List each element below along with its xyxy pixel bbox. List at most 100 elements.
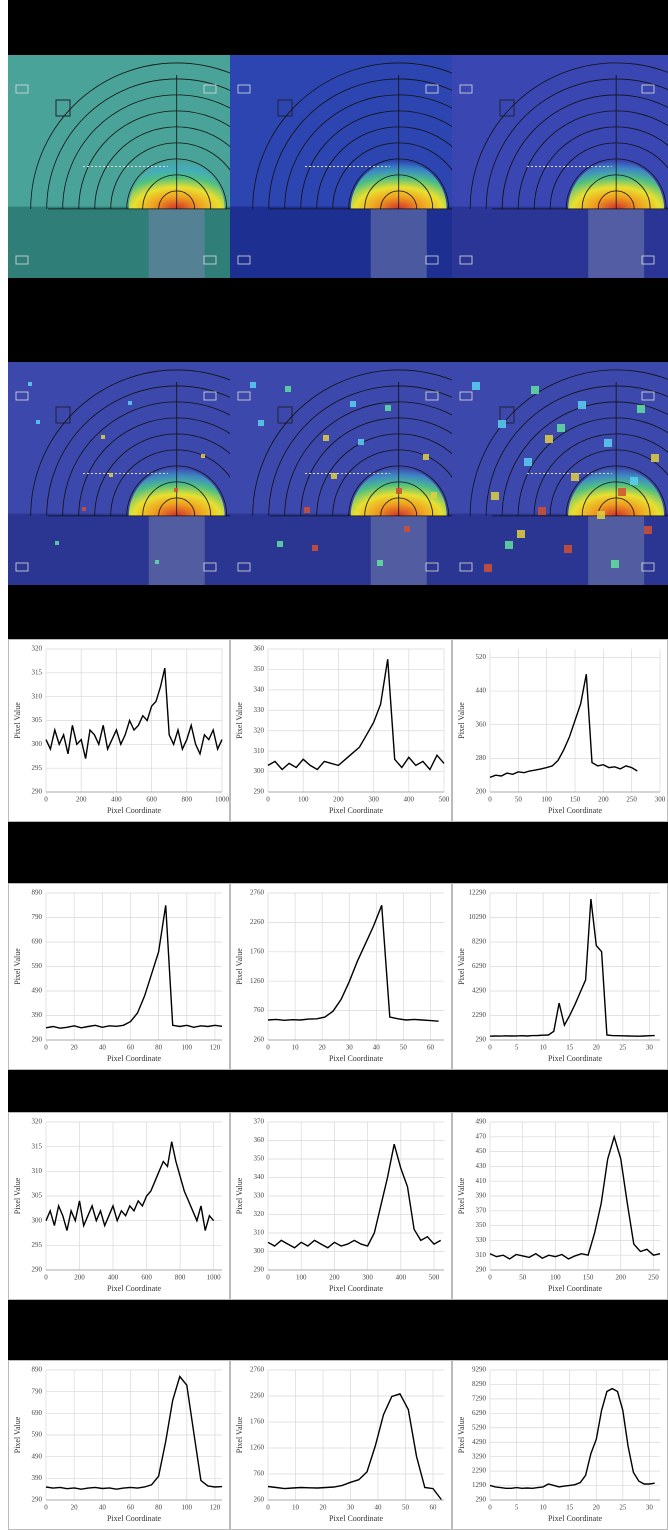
noise-pixel: [637, 405, 645, 413]
y-tick-label: 320: [32, 645, 43, 653]
pillar: [370, 208, 427, 278]
y-tick-label: 2290: [472, 1011, 487, 1019]
y-axis-label: Pixel Value: [457, 1416, 466, 1453]
x-tick-label: 20: [71, 1504, 79, 1512]
pillar: [370, 515, 427, 585]
x-axis-label: Pixel Coordinate: [107, 1054, 161, 1063]
y-tick-label: 490: [32, 987, 43, 995]
y-tick-label: 280: [476, 754, 487, 762]
x-tick-label: 10: [292, 1504, 300, 1512]
y-axis-label: Pixel Value: [13, 702, 22, 739]
noise-pixel: [109, 473, 113, 477]
x-tick-label: 10: [292, 1044, 300, 1052]
noise-pixel: [611, 560, 619, 568]
x-tick-label: 100: [550, 1274, 561, 1282]
logo: [499, 406, 515, 424]
x-tick-label: 60: [430, 1504, 438, 1512]
y-tick-label: 360: [254, 645, 265, 653]
noise-pixel: [285, 386, 291, 392]
chart-panel: [8, 1112, 230, 1300]
y-tick-label: 340: [254, 1173, 265, 1181]
y-tick-label: 410: [476, 1177, 487, 1185]
marker-box: [237, 562, 251, 572]
x-tick-label: 150: [570, 796, 581, 804]
x-tick-label: 800: [175, 1274, 186, 1282]
x-tick-label: 0: [488, 796, 492, 804]
pillar: [148, 515, 205, 585]
black-band: [8, 278, 668, 362]
marker-box: [425, 255, 439, 265]
y-tick-label: 2260: [250, 918, 265, 926]
noise-pixel: [82, 507, 86, 511]
x-tick-label: 150: [583, 1274, 594, 1282]
marker-box: [203, 84, 217, 94]
noise-pixel: [597, 511, 605, 519]
chart-panel: [8, 1360, 230, 1530]
x-tick-label: 50: [519, 1274, 527, 1282]
x-tick-label: 400: [111, 796, 122, 804]
x-tick-label: 800: [182, 796, 193, 804]
data-line: [267, 905, 439, 1022]
y-axis-label: Pixel Value: [235, 702, 244, 739]
y-tick-label: 10290: [469, 913, 487, 921]
noise-pixel: [101, 435, 105, 439]
chart-panel: [230, 1112, 452, 1300]
y-tick-label: 390: [32, 1474, 43, 1482]
marker-box: [237, 255, 251, 265]
y-tick-label: 2760: [250, 1366, 265, 1374]
logo: [277, 406, 293, 424]
noise-pixel: [618, 488, 626, 496]
x-axis-label: Pixel Coordinate: [548, 806, 602, 815]
x-tick-label: 0: [44, 1044, 48, 1052]
y-tick-label: 330: [476, 1236, 487, 1244]
data-line: [489, 1387, 655, 1490]
chart-panel: [230, 883, 452, 1070]
y-tick-label: 290: [476, 1266, 487, 1274]
noise-pixel: [36, 420, 40, 424]
data-line: [267, 1393, 442, 1500]
logo: [55, 406, 71, 424]
x-tick-label: 25: [619, 1504, 627, 1512]
x-tick-label: 15: [566, 1044, 574, 1052]
y-tick-label: 320: [32, 1118, 43, 1126]
x-tick-label: 200: [598, 796, 609, 804]
thermal-image: [230, 362, 546, 585]
marker-box: [15, 255, 29, 265]
y-tick-label: 290: [32, 1266, 43, 1274]
data-line: [45, 1375, 223, 1490]
x-axis-label: Pixel Coordinate: [107, 806, 161, 815]
noise-pixel: [524, 458, 532, 466]
marker-box: [459, 562, 473, 572]
logo: [55, 99, 71, 117]
y-tick-label: 8290: [472, 1380, 487, 1388]
y-tick-label: 760: [254, 1470, 265, 1478]
marker-box: [15, 391, 29, 401]
marker-box: [203, 391, 217, 401]
marker-box: [641, 562, 655, 572]
y-tick-label: 6290: [472, 1409, 487, 1417]
x-tick-label: 100: [541, 796, 552, 804]
noise-pixel: [404, 526, 410, 532]
x-tick-label: 0: [488, 1044, 492, 1052]
x-tick-label: 200: [333, 796, 344, 804]
y-tick-label: 330: [254, 1192, 265, 1200]
y-tick-label: 470: [476, 1132, 487, 1140]
y-tick-label: 310: [32, 1167, 43, 1175]
x-tick-label: 200: [74, 1274, 85, 1282]
noise-pixel: [28, 382, 32, 386]
x-tick-label: 0: [488, 1274, 492, 1282]
y-tick-label: 310: [254, 747, 265, 755]
y-tick-label: 1260: [250, 1444, 265, 1452]
x-tick-label: 400: [396, 1274, 407, 1282]
noise-pixel: [630, 477, 638, 485]
pillar: [148, 208, 205, 278]
noise-pixel: [484, 564, 492, 572]
black-band: [8, 0, 668, 55]
x-tick-label: 200: [76, 796, 87, 804]
y-tick-label: 1760: [250, 1418, 265, 1426]
black-band: [8, 585, 668, 639]
x-tick-label: 60: [127, 1044, 135, 1052]
x-tick-label: 80: [155, 1044, 163, 1052]
noise-pixel: [396, 488, 402, 494]
